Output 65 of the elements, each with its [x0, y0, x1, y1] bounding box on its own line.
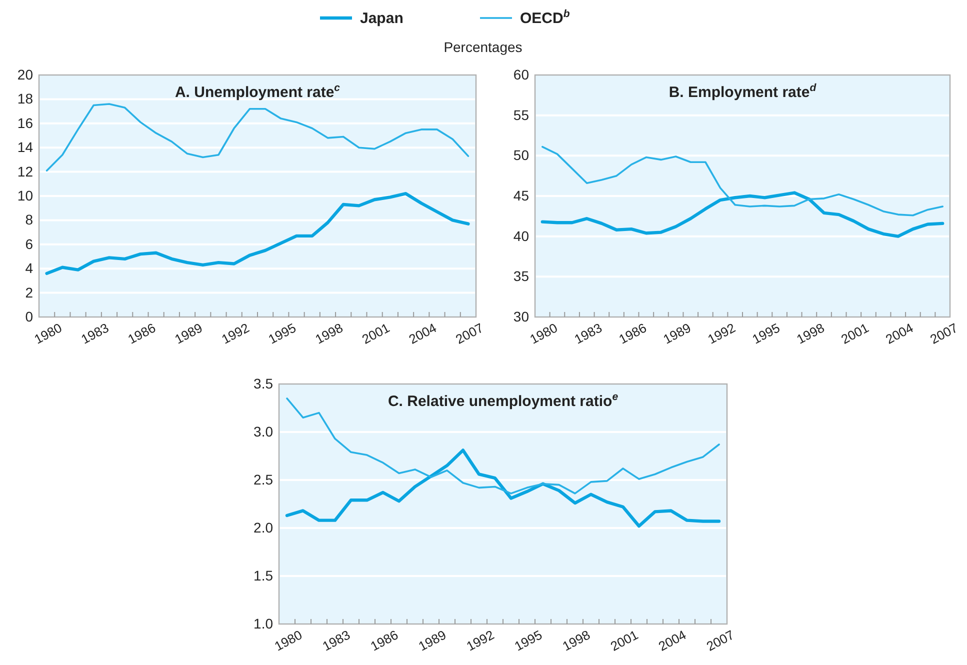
x-tick-label: 1983: [78, 320, 112, 347]
y-tick-label: 3.5: [254, 375, 274, 392]
line-series: [285, 448, 721, 528]
x-tick-label: 1986: [616, 320, 649, 347]
line-series: [540, 191, 944, 238]
x-tick-label: 1998: [794, 320, 827, 347]
x-tick-label: 1995: [750, 320, 782, 347]
x-tick-label: 2004: [656, 627, 689, 654]
x-tick-label: 1980: [272, 627, 305, 654]
x-tick-label: 2007: [453, 320, 486, 347]
y-tick-label: 0: [25, 308, 34, 324]
text: C. Relative unemployment ratio$^{e}$: [388, 391, 618, 410]
x-tick-label: 1989: [416, 627, 449, 654]
x-tick-label: 2004: [406, 320, 439, 347]
x-tick-label: 1992: [219, 320, 252, 347]
y-tick-label: 6: [25, 236, 34, 252]
x-tick-label: 1992: [705, 320, 738, 347]
y-tick-label: 45: [513, 187, 530, 204]
y-tick-label: 30: [513, 308, 530, 324]
line-series: [542, 146, 944, 216]
y-tick-label: 14: [17, 139, 34, 156]
y-tick-label: 35: [513, 268, 530, 284]
x-tick-label: 1983: [320, 627, 353, 654]
y-tick-label: 2.0: [254, 519, 274, 536]
x-tick-label: 1986: [368, 627, 401, 654]
y-tick-label: 1.0: [254, 615, 274, 632]
y-tick-label: 20: [17, 66, 34, 82]
y-tick-label: 3.0: [254, 423, 274, 440]
x-tick-label: 2004: [883, 320, 916, 347]
line-series: [46, 103, 470, 172]
chart-subtitle: Percentages: [444, 39, 522, 55]
x-tick-label: 1980: [527, 320, 560, 347]
x-tick-label: 1998: [560, 627, 593, 654]
y-tick-label: 8: [25, 212, 34, 228]
x-tick-label: 2001: [608, 627, 641, 654]
x-tick-label: 2001: [360, 320, 392, 347]
x-tick-label: 1980: [32, 320, 64, 347]
x-tick-label: 2007: [704, 627, 737, 654]
y-tick-label: 2: [25, 284, 34, 300]
y-tick-label: 40: [513, 228, 530, 244]
text: B. Employment rate$^{d}$: [668, 82, 817, 101]
x-tick-label: 1986: [125, 320, 158, 347]
x-tick-label: 2001: [838, 320, 872, 347]
x-tick-label: 1995: [512, 627, 545, 654]
x-tick-label: 1989: [172, 320, 205, 347]
x-tick-label: 1998: [312, 320, 346, 347]
x-tick-label: 1989: [660, 320, 694, 347]
y-tick-label: 4: [25, 260, 34, 276]
y-tick-label: 50: [513, 147, 530, 164]
text: A. Unemployment rate$^{c}$: [174, 82, 340, 101]
x-tick-label: 1995: [266, 320, 298, 347]
y-tick-label: 12: [17, 163, 34, 180]
line-series: [45, 192, 470, 276]
y-tick-label: 55: [513, 106, 530, 123]
y-tick-label: 1.5: [254, 567, 274, 584]
x-tick-label: 2007: [928, 320, 960, 347]
legend-label: OECD$^{b}$: [520, 8, 570, 27]
y-tick-label: 60: [513, 66, 530, 82]
y-tick-label: 16: [17, 114, 34, 131]
x-tick-label: 1992: [464, 627, 497, 654]
y-tick-label: 2.5: [254, 471, 274, 488]
legend-label: Japan: [360, 10, 404, 27]
y-tick-label: 18: [17, 90, 34, 107]
y-tick-label: 10: [17, 187, 34, 204]
x-tick-label: 1983: [572, 320, 604, 347]
